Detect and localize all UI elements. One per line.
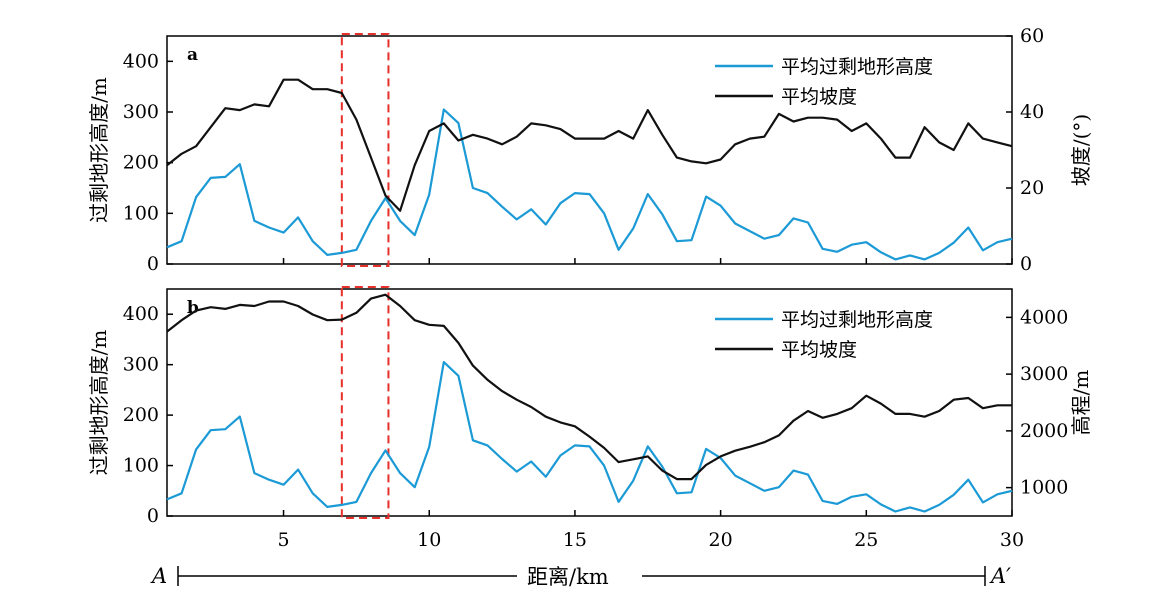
y-left-axis-label: 过剩地形高度/m — [87, 77, 111, 223]
y-right-axis-label: 坡度/(°) — [1069, 114, 1093, 186]
x-tick-label: 15 — [563, 529, 587, 551]
highlight-box — [340, 286, 390, 519]
panel-b: 0 100 200 300 400 1000 2000 3000 4000 5 10 15 20 25 30… — [87, 286, 1093, 551]
y-left-tick-label: 400 — [123, 303, 159, 325]
legend-label-right: 平均坡度 — [781, 86, 857, 108]
x-tick-label: 25 — [854, 529, 878, 551]
y-left-tick-label: 300 — [123, 101, 159, 123]
legend-label-excess: 平均过剩地形高度 — [781, 56, 933, 78]
y-right-tick-label: 60 — [1020, 25, 1044, 47]
profile-start-label: A — [150, 564, 167, 588]
legend-label-excess: 平均过剩地形高度 — [781, 309, 933, 331]
y-right-tick-label: 40 — [1020, 101, 1044, 123]
y-left-axis-label: 过剩地形高度/m — [87, 330, 111, 476]
y-right-tick-label: 20 — [1020, 177, 1044, 199]
y-left-tick-label: 300 — [123, 354, 159, 376]
y-left-tick-label: 100 — [123, 455, 159, 477]
y-right-tick-label: 3000 — [1020, 363, 1068, 385]
x-tick-label: 10 — [417, 529, 441, 551]
series-line-excess — [166, 361, 1013, 513]
plot-frame — [166, 288, 1013, 517]
x-tick-label: 20 — [709, 529, 733, 551]
profile-end-label: A′ — [989, 564, 1011, 588]
legend-label-right: 平均坡度 — [781, 339, 857, 361]
x-tick-label: 30 — [1000, 529, 1024, 551]
y-right-tick-label: 4000 — [1020, 306, 1068, 328]
y-right-tick-label: 1000 — [1020, 477, 1068, 499]
series-line-excess — [166, 108, 1013, 261]
y-left-tick-label: 100 — [123, 202, 159, 224]
x-axis-label: 距离/km — [527, 565, 609, 589]
y-left-tick-label: 400 — [123, 50, 159, 72]
y-left-tick-label: 200 — [123, 152, 159, 174]
y-left-tick-label: 200 — [123, 404, 159, 426]
y-left-tick-label: 0 — [147, 253, 159, 275]
y-right-tick-label: 0 — [1020, 253, 1032, 275]
panel-a: 0 100 200 300 400 0 20 40 60 过剩地形高度/m 坡度/(°) a 平均过剩地… — [87, 25, 1093, 275]
x-tick-label: 5 — [278, 529, 290, 551]
panel-letter: a — [187, 45, 198, 65]
y-right-tick-label: 2000 — [1020, 420, 1068, 442]
profile-line: A 距离/km A′ — [150, 564, 1011, 589]
y-right-axis-label: 高程/m — [1069, 370, 1093, 436]
series-line-right — [166, 78, 1013, 212]
y-left-tick-label: 0 — [147, 505, 159, 527]
plot-frame — [166, 35, 1013, 265]
panel-letter: b — [187, 298, 199, 318]
series-line-right — [166, 293, 1012, 481]
highlight-box — [340, 33, 390, 267]
